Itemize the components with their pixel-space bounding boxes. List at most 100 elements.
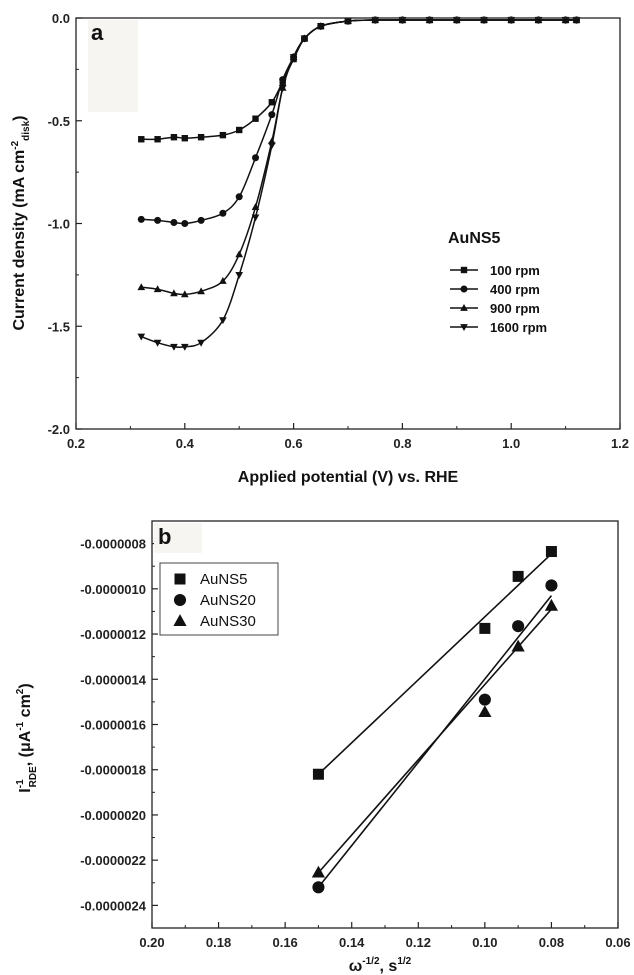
panel-b-y-tick-label: -0.0000012	[80, 627, 146, 642]
panel-b-y-tick-label: -0.0000020	[80, 808, 146, 823]
panel-a-data-point	[452, 17, 461, 25]
panel-a-legend: AuNS5 100 rpm 400 rpm 900 rpm 1600 rpm	[448, 230, 547, 335]
panel-a-letter-box	[88, 20, 138, 112]
panel-a-ylabel: Current density (mA cm-2disk)	[10, 115, 32, 330]
panel-b-xlabel-omega: ω	[349, 958, 363, 975]
panel-b-letter-box	[154, 523, 202, 553]
panel-a-data-point	[300, 35, 309, 43]
panel-b-fit-line-2	[317, 608, 553, 874]
panel-a-data-point	[480, 17, 488, 25]
panel-a-data-point	[153, 285, 162, 293]
panel-b-xlabel-omega-sup: -1/2	[362, 956, 380, 967]
panel-b-series	[311, 546, 559, 894]
panel-b-x-tick-label: 0.10	[472, 935, 497, 950]
panel-a-y-tick-label: -0.5	[48, 114, 70, 129]
panel-a-y-tick-label: -2.0	[48, 422, 70, 437]
panel-a-series-line-2	[141, 19, 577, 296]
panel-a-data-point	[316, 23, 325, 31]
panel-a-data-point	[170, 218, 178, 226]
panel-a-data-point	[180, 290, 189, 298]
panel-a-data-point	[278, 84, 287, 92]
panel-b-x-tick-label: 0.12	[406, 935, 431, 950]
panel-b-legend-label: AuNS30	[200, 613, 256, 630]
panel-a-data-point	[425, 17, 434, 25]
panel-b-y-tick-label: -0.0000024	[80, 898, 147, 913]
panel-a-data-point	[252, 115, 259, 122]
panel-b-legend-label: AuNS5	[200, 571, 248, 588]
panel-a-data-point	[268, 99, 276, 106]
panel-b-data-point	[312, 768, 324, 780]
panel-b-ylabel-rest2: cm	[17, 694, 34, 722]
panel-b-data-point	[511, 639, 525, 652]
panel-a-data-point	[137, 215, 145, 223]
panel-a-data-point	[219, 317, 227, 325]
panel-b-data-point	[311, 865, 326, 878]
panel-b-y-tick-label: -0.0000014	[80, 672, 147, 687]
panel-a-data-point	[170, 343, 178, 351]
panel-a-data-point	[252, 154, 260, 162]
panel-a-legend-title: AuNS5	[448, 230, 501, 247]
panel-b-data-point	[544, 598, 559, 611]
panel-b-y-tick-label: -0.0000010	[80, 582, 146, 597]
panel-a-ylabel-sub: disk	[21, 120, 32, 140]
panel-b-ylabel: I-1 RDE, (μA-1 cm2)	[15, 683, 39, 792]
panel-b-y-tick-label: -0.0000018	[80, 763, 146, 778]
panel-b-x-tick-label: 0.14	[339, 935, 365, 950]
panel-a-data-point	[181, 219, 189, 228]
panel-a-data-point	[170, 133, 178, 141]
panel-a-legend-label: 100 rpm	[490, 263, 540, 278]
panel-a-data-point	[219, 131, 227, 139]
panel-b-y-tick-label: -0.0000022	[80, 853, 146, 868]
panel-b-ylabel-sup: -1	[15, 779, 26, 788]
panel-a-ylabel-end: )	[11, 115, 28, 120]
panel-a-data-point	[235, 193, 243, 201]
panel-b-data-point	[312, 881, 325, 894]
panel-a-ticks: 0.2 0.4 0.6 0.8 1.0 1.2 0.0 -0.5 -1.0 -1.5 -2.0	[48, 11, 629, 451]
panel-b-legend: AuNS5 AuNS20 AuNS30	[173, 571, 256, 630]
panel-a-data-point	[197, 339, 205, 347]
panel-a-data-point	[268, 137, 276, 145]
panel-a-data-point	[154, 216, 162, 224]
panel-b-legend-label: AuNS20	[200, 592, 256, 609]
panel-a-data-point	[289, 54, 298, 62]
panel-b-data-point	[478, 705, 492, 718]
panel-b-legend-marker	[173, 593, 187, 607]
panel-b-ylabel-sup2: -1	[15, 721, 26, 730]
panel-a-legend-label: 900 rpm	[490, 301, 540, 316]
panel-b-x-tick-label: 0.20	[139, 935, 164, 950]
panel-a-x-tick-label: 0.4	[176, 436, 195, 451]
panel-a-data-point	[344, 18, 352, 26]
panel-b-xlabel-s-sup: 1/2	[397, 956, 411, 967]
panel-b-y-tick-label: -0.0000008	[80, 537, 146, 552]
panel-b-fit-line-0	[317, 553, 552, 775]
panel-a-data-point	[235, 250, 244, 258]
panel-a-data-point	[219, 209, 227, 217]
panel-a-data-point	[153, 339, 162, 347]
panel-a-data-point	[137, 333, 146, 341]
panel-b-data-point	[545, 546, 557, 558]
panel-a-data-point	[219, 277, 227, 284]
panel-b-x-tick-label: 0.18	[206, 935, 231, 950]
panel-a-x-tick-label: 0.8	[393, 436, 411, 451]
panel-b-y-tick-label: -0.0000016	[80, 718, 146, 733]
panel-b-data-point	[512, 620, 525, 633]
panel-a-data-point	[138, 136, 145, 143]
panel-b-ylabel-end: )	[17, 683, 34, 688]
panel-a-series-line-3	[141, 19, 577, 349]
panel-a-legend-label: 400 rpm	[490, 282, 540, 297]
panel-a-data-point	[268, 142, 276, 150]
panel-a-ylabel-sup: -2	[10, 140, 21, 149]
panel-a-legend-label: 1600 rpm	[490, 320, 547, 335]
panel-b-x-tick-label: 0.16	[272, 935, 297, 950]
panel-a-data-point	[236, 126, 243, 134]
panel-a-legend-marker	[460, 266, 468, 274]
panel-a-data-point	[534, 17, 543, 25]
panel-b-x-tick-label: 0.06	[605, 935, 630, 950]
panel-a-data-point	[371, 17, 380, 25]
panel-b-letter: b	[158, 524, 171, 549]
panel-a-data-point	[235, 271, 244, 279]
panel-a-data-point	[398, 17, 407, 25]
panel-a-series	[137, 16, 581, 351]
panel-b-legend-marker	[173, 614, 187, 626]
